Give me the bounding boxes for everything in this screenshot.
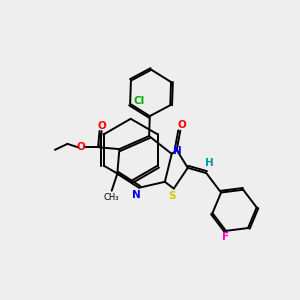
Text: H: H [205, 158, 214, 168]
Text: O: O [97, 121, 106, 131]
Text: N: N [132, 190, 141, 200]
Text: CH₃: CH₃ [103, 193, 119, 202]
Text: O: O [177, 120, 186, 130]
Text: Cl: Cl [134, 96, 145, 106]
Text: F: F [222, 232, 230, 242]
Text: N: N [173, 146, 182, 156]
Text: O: O [76, 142, 85, 152]
Text: S: S [169, 191, 176, 201]
